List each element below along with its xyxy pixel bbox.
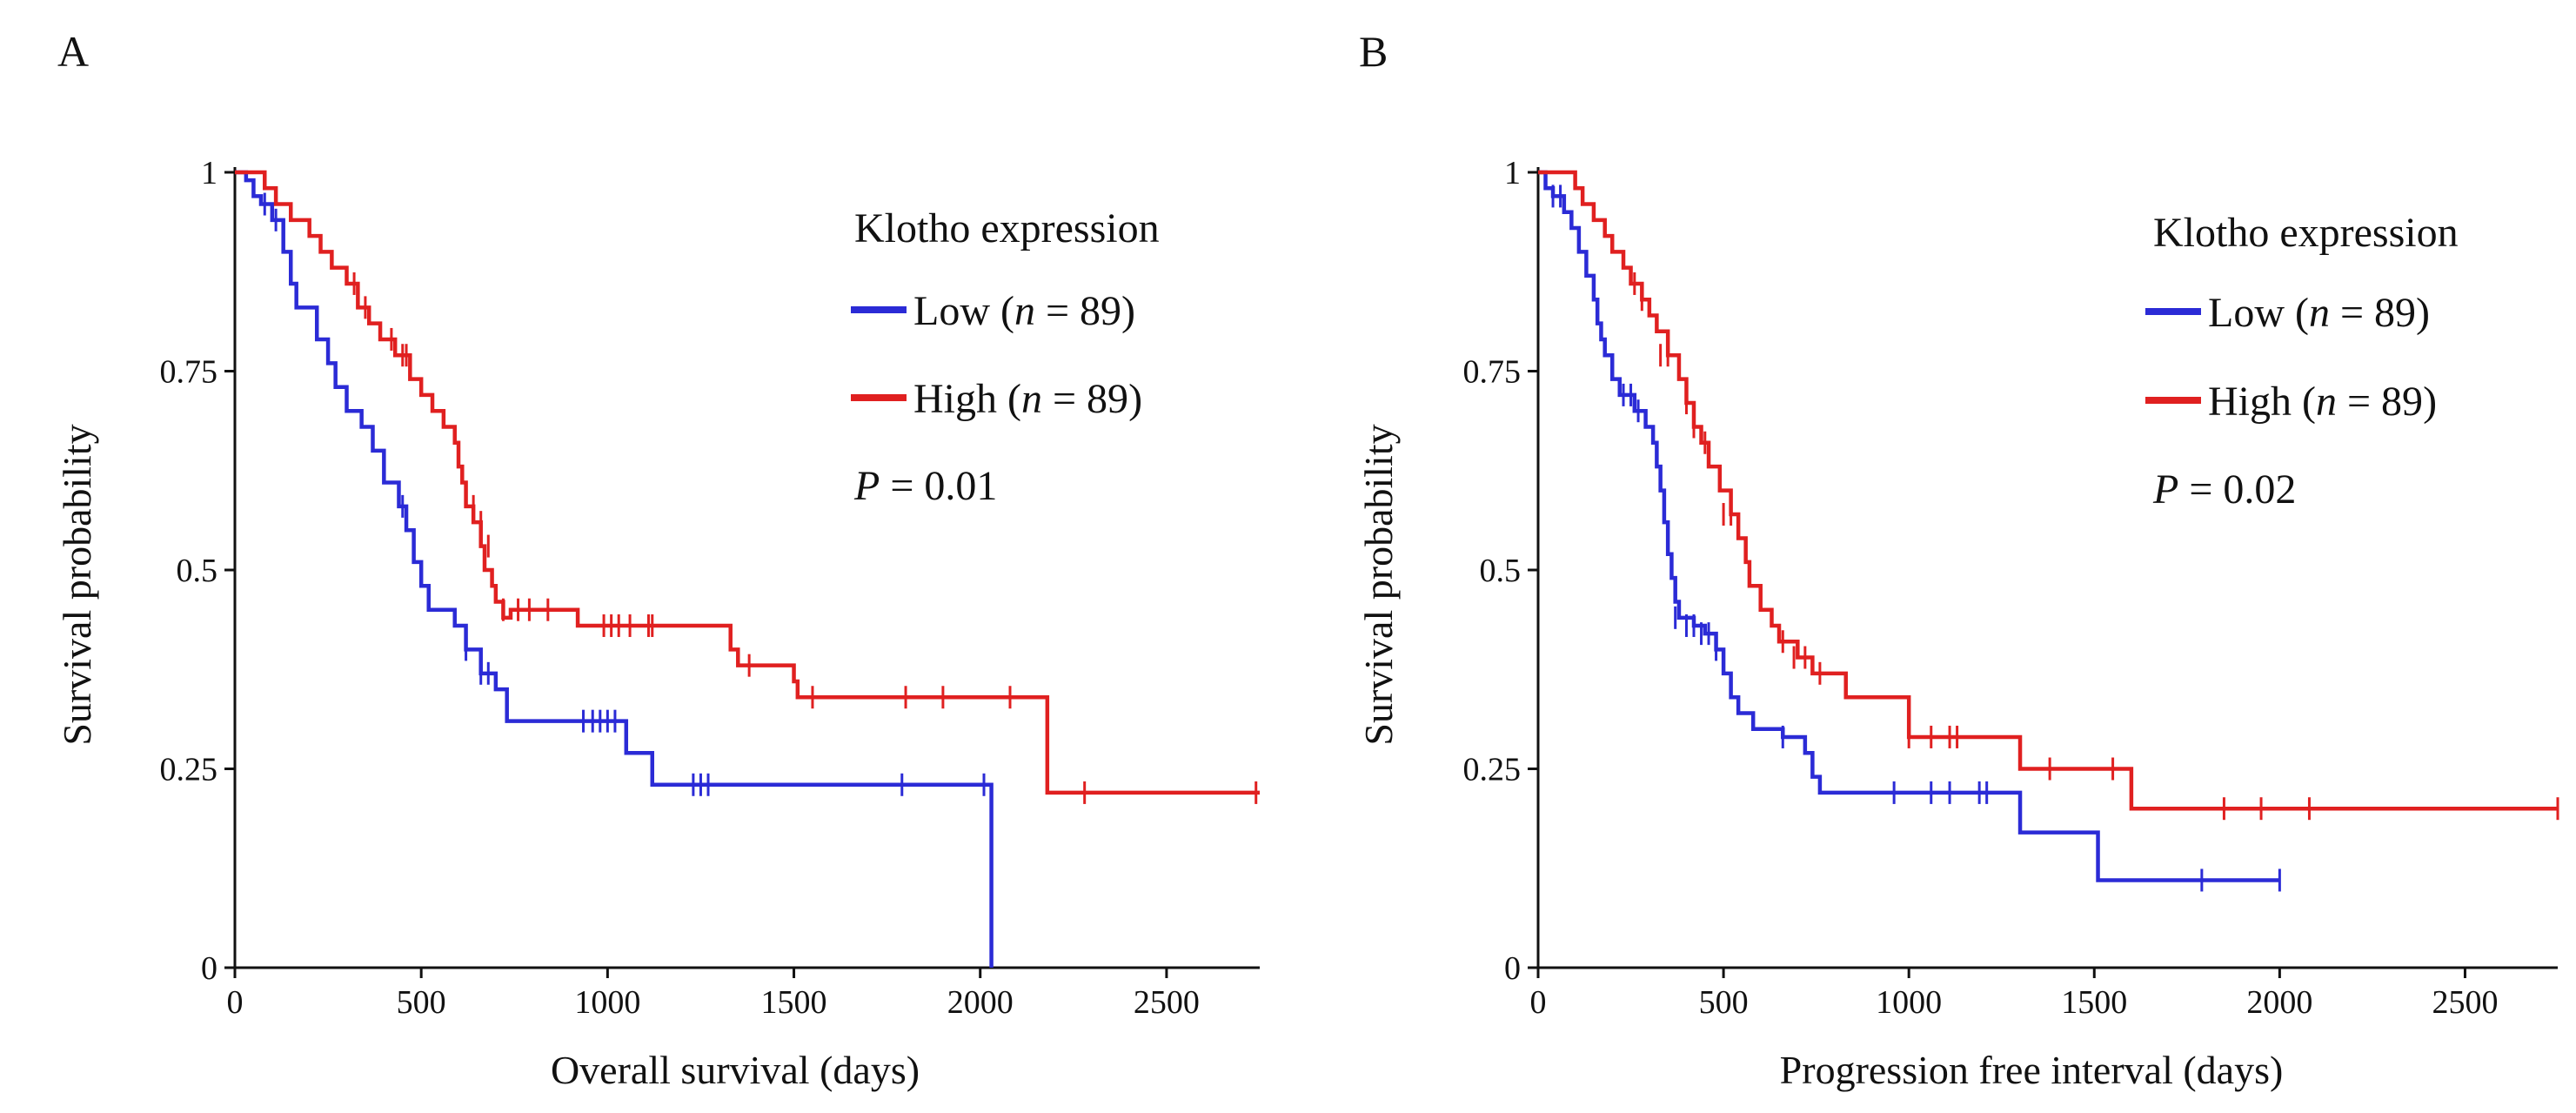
panel-a-legend-low: Low (n = 89) — [913, 288, 1135, 334]
panel-a-x-tick-label: 500 — [397, 984, 446, 1021]
panel-a-axes — [224, 167, 1260, 978]
panel-a-curve-low — [235, 170, 994, 968]
panel-a-x-tick-label: 2500 — [1134, 984, 1200, 1021]
panel-b-curve-high — [1538, 170, 2558, 811]
panel-a-legend: Klotho expression Low (n = 89) High (n =… — [851, 205, 1160, 509]
panel-a-y-tick-label: 1 — [201, 155, 217, 191]
panel-a-curves — [235, 170, 1260, 968]
panel-a-legend-high: High (n = 89) — [913, 376, 1142, 422]
panel-b-y-tick-label: 0.75 — [1463, 354, 1522, 391]
panel-b-legend: Klotho expression Low (n = 89) High (n =… — [2145, 210, 2459, 513]
panel-b-p-value: P = 0.02 — [2152, 466, 2296, 513]
panel-b-x-axis-label: Progression free interval (days) — [1780, 1048, 2284, 1092]
panel-b-y-tick-label: 0.5 — [1480, 553, 1522, 589]
panel-b-tick-labels: 0 0.25 0.5 0.75 1 0 500 1000 1500 2000 2500 — [1463, 155, 2499, 1021]
panel-b-x-tick-label: 0 — [1530, 984, 1547, 1021]
panel-a-x-tick-label: 1500 — [761, 984, 827, 1021]
panel-a-x-tick-label: 0 — [227, 984, 244, 1021]
panel-b-y-tick-label: 0 — [1504, 950, 1521, 987]
panel-a-y-tick-label: 0.25 — [160, 752, 218, 788]
panel-b-curves — [1538, 170, 2559, 892]
panel-b-legend-title: Klotho expression — [2153, 210, 2459, 256]
panel-b-y-axis-label: Survival probability — [1356, 424, 1401, 745]
panel-b-x-tick-label: 1000 — [1876, 984, 1942, 1021]
panel-a-x-tick-label: 2000 — [947, 984, 1014, 1021]
panel-letter-a: A — [57, 27, 90, 76]
panel-letter-b: B — [1359, 27, 1388, 76]
panel-a-x-axis-label: Overall survival (days) — [551, 1048, 920, 1092]
panel-a-x-tick-label: 1000 — [574, 984, 640, 1021]
panel-b-x-tick-label: 2500 — [2432, 984, 2498, 1021]
panel-a-y-axis-label: Survival probability — [55, 424, 99, 745]
panel-a-legend-title: Klotho expression — [854, 205, 1160, 251]
panel-b-y-tick-label: 0.25 — [1463, 752, 1522, 788]
panel-a-p-value: P = 0.01 — [853, 463, 997, 509]
panel-b-curve-low — [1538, 170, 2280, 882]
panel-a-plot: 0 0.25 0.5 0.75 1 0 500 1000 1500 2000 2500 Overal… — [55, 155, 1260, 1092]
panel-a-tick-labels: 0 0.25 0.5 0.75 1 0 500 1000 1500 2000 2500 — [160, 155, 1200, 1021]
panel-b-y-tick-label: 1 — [1504, 155, 1521, 191]
panel-b-x-tick-label: 500 — [1699, 984, 1749, 1021]
panel-b-plot: 0 0.25 0.5 0.75 1 0 500 1000 1500 2000 2500 Progre… — [1356, 155, 2559, 1092]
panel-b-axes — [1528, 167, 2558, 978]
panel-b-legend-low: Low (n = 89) — [2208, 290, 2430, 336]
panel-a-y-tick-label: 0 — [201, 950, 217, 987]
panel-b-legend-high: High (n = 89) — [2208, 379, 2437, 425]
panel-b-x-tick-label: 1500 — [2061, 984, 2127, 1021]
panel-a-y-tick-label: 0.5 — [177, 553, 218, 589]
panel-a-y-tick-label: 0.75 — [160, 354, 218, 391]
panel-b-x-tick-label: 2000 — [2246, 984, 2312, 1021]
